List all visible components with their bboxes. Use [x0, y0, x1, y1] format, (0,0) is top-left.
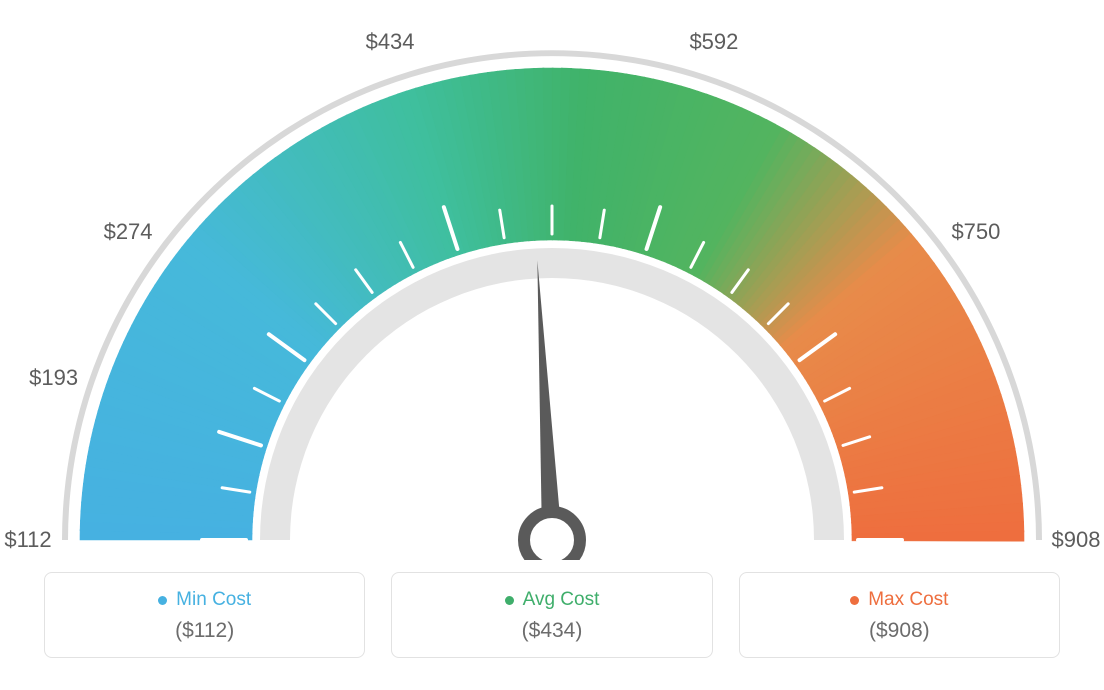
gauge-tick-label: $274 — [104, 219, 153, 245]
legend-row: Min Cost ($112) Avg Cost ($434) Max Cost… — [44, 572, 1060, 658]
legend-title-min: Min Cost — [158, 589, 251, 611]
legend-title-max: Max Cost — [850, 589, 948, 611]
legend-value-min: ($112) — [57, 619, 352, 643]
legend-card-max: Max Cost ($908) — [739, 572, 1060, 658]
gauge-tick-label: $750 — [951, 219, 1000, 245]
gauge-tick-label: $908 — [1052, 527, 1101, 553]
gauge-tick-label: $112 — [4, 527, 51, 553]
legend-label: Min Cost — [176, 589, 251, 611]
legend-title-avg: Avg Cost — [505, 589, 600, 611]
gauge-tick-label: $592 — [689, 29, 738, 55]
legend-label: Max Cost — [868, 589, 948, 611]
gauge-tick-label: $193 — [29, 365, 78, 391]
legend-card-avg: Avg Cost ($434) — [391, 572, 712, 658]
legend-value-avg: ($434) — [404, 619, 699, 643]
dot-icon — [505, 596, 514, 605]
cost-gauge: $112 $193 $274 $434 $592 $750 $908 — [0, 0, 1104, 560]
gauge-svg — [0, 0, 1104, 560]
dot-icon — [850, 596, 859, 605]
legend-card-min: Min Cost ($112) — [44, 572, 365, 658]
legend-label: Avg Cost — [523, 589, 600, 611]
gauge-tick-label: $434 — [366, 29, 415, 55]
legend-value-max: ($908) — [752, 619, 1047, 643]
dot-icon — [158, 596, 167, 605]
